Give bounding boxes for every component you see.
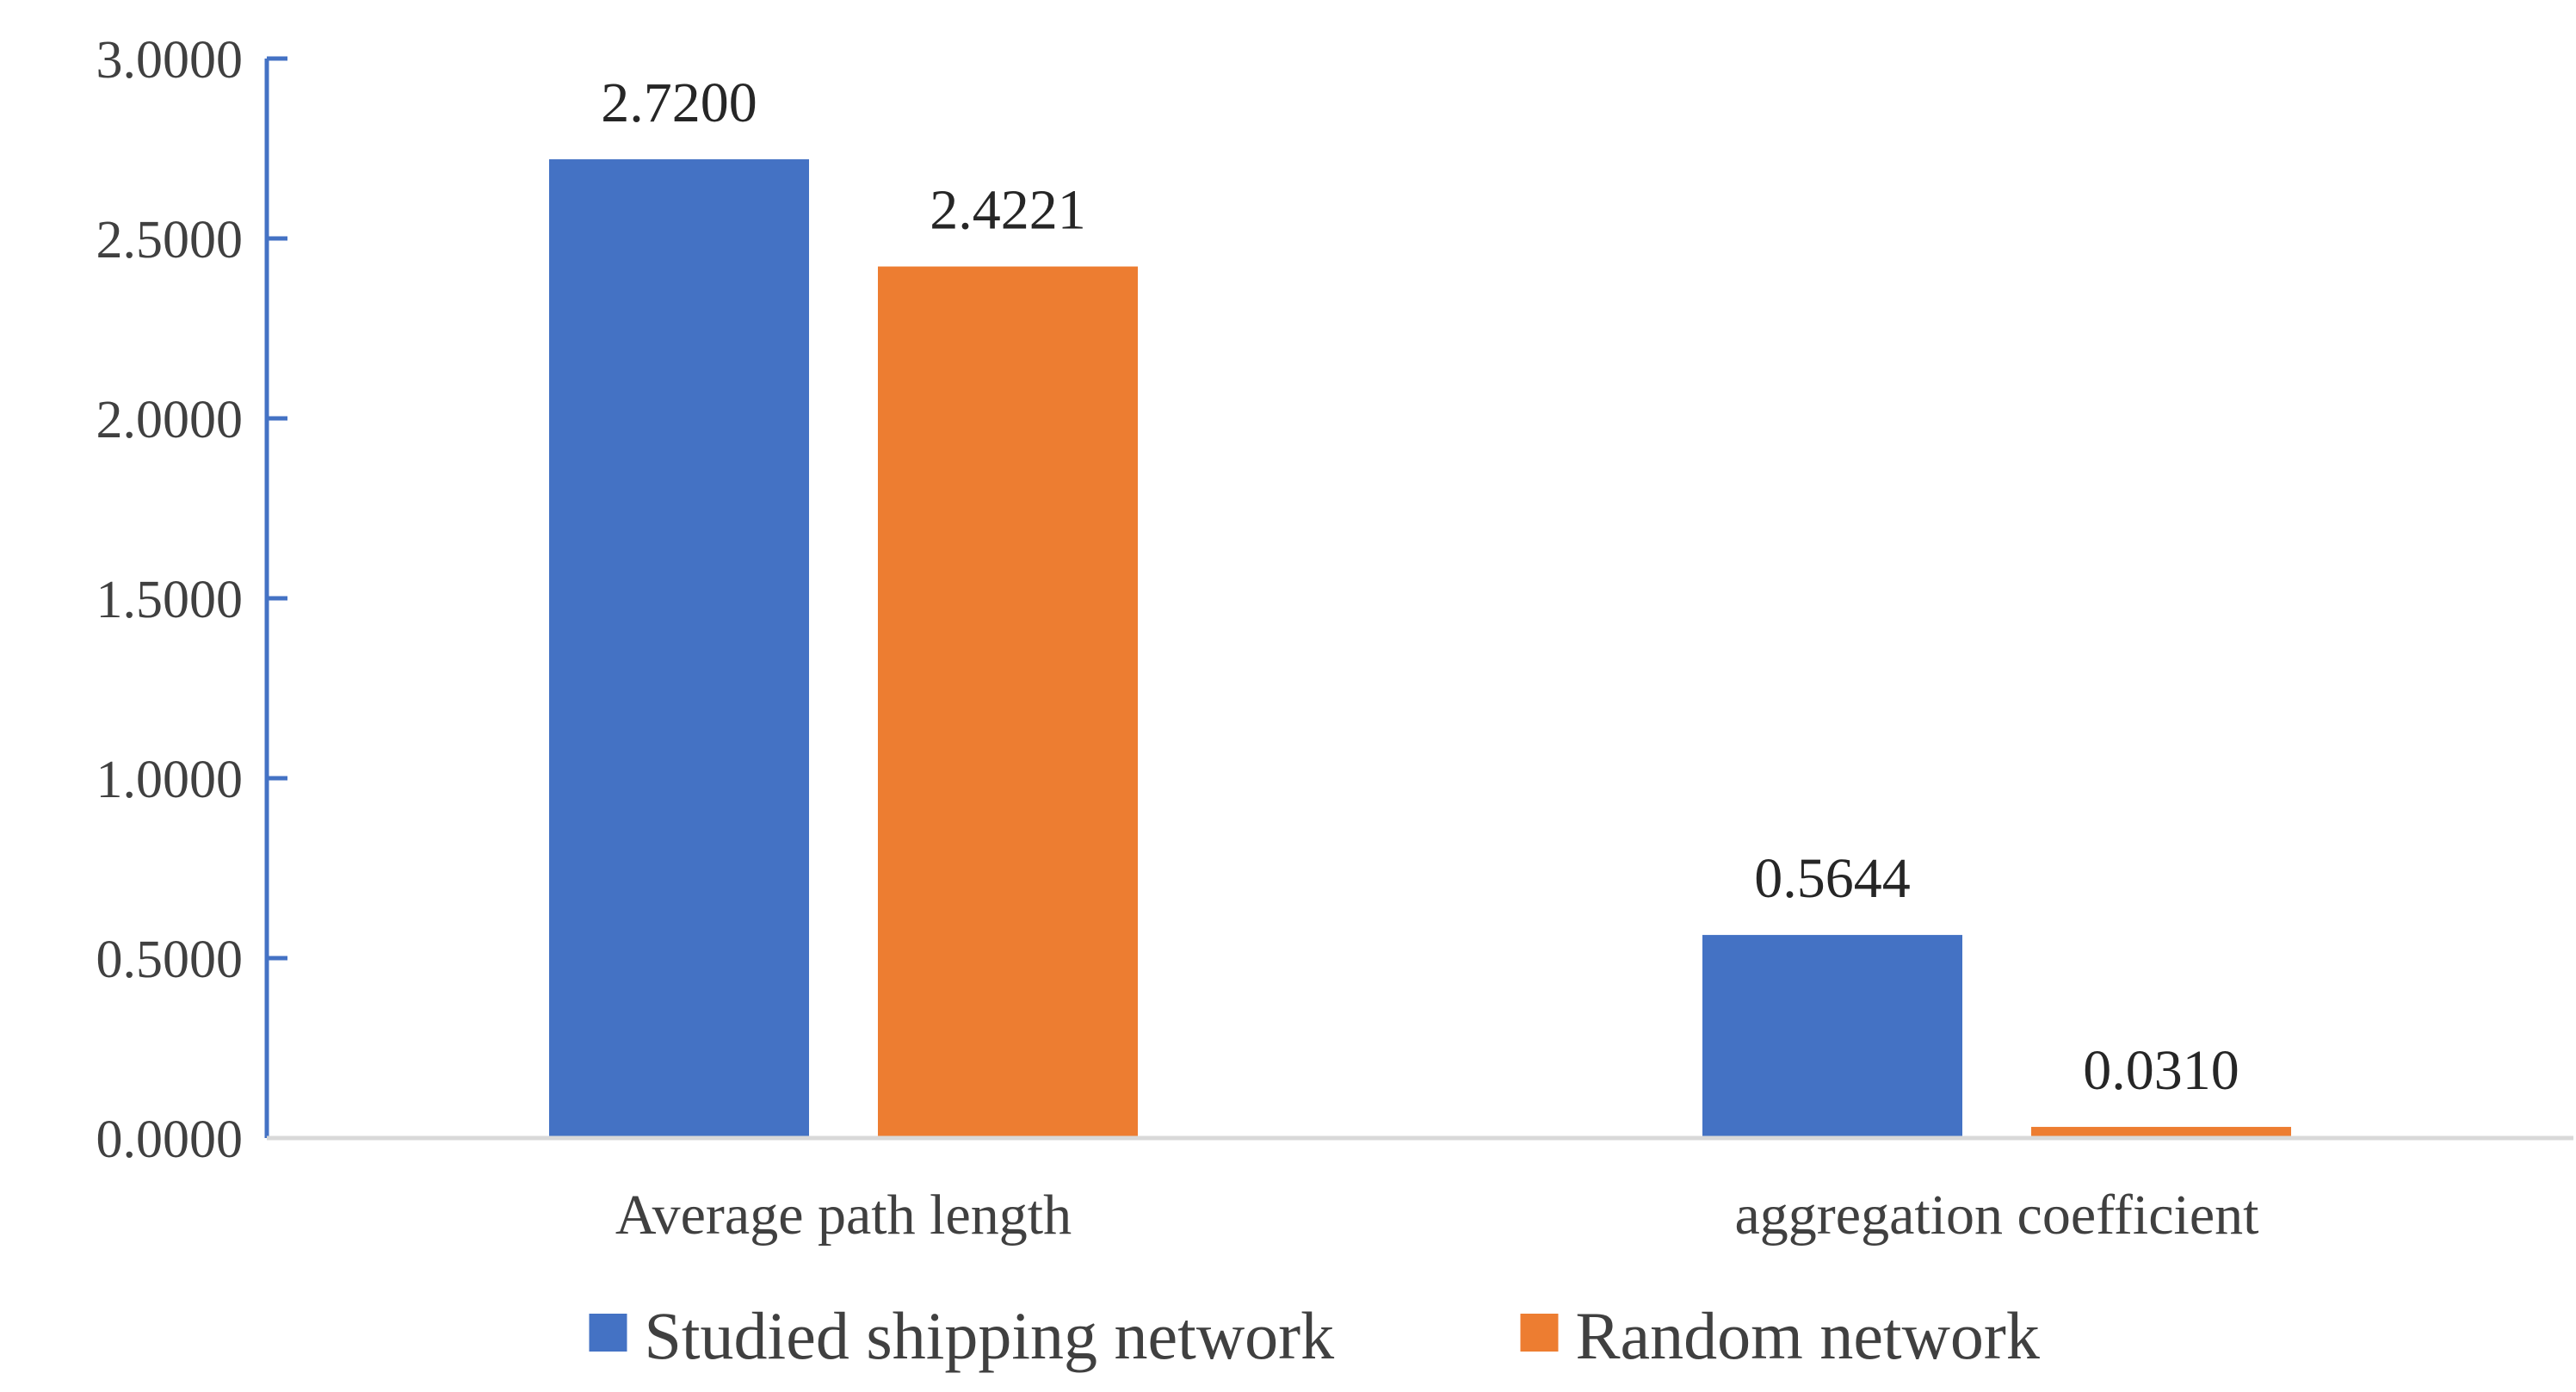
bar-studied-0 bbox=[549, 159, 809, 1138]
y-axis: 0.0000 0.5000 1.0000 1.5000 2.0000 2.5000 3.00… bbox=[96, 31, 287, 1169]
y-tick-label: 2.0000 bbox=[96, 391, 244, 449]
y-tick-label: 1.0000 bbox=[96, 751, 244, 809]
legend: Studied shipping network Random network bbox=[589, 1298, 2040, 1373]
data-labels: 2.7200 2.4221 0.5644 0.0310 bbox=[601, 71, 2239, 1102]
bar-random-1 bbox=[2031, 1127, 2291, 1138]
y-tick-label: 2.5000 bbox=[96, 211, 244, 269]
legend-swatch bbox=[589, 1314, 627, 1352]
y-tick-label: 1.5000 bbox=[96, 571, 244, 629]
legend-label: Random network bbox=[1576, 1298, 2040, 1373]
legend-label: Studied shipping network bbox=[645, 1298, 1335, 1373]
bar-random-0 bbox=[878, 266, 1138, 1138]
y-tick-label: 3.0000 bbox=[96, 31, 244, 90]
data-label: 0.0310 bbox=[2083, 1039, 2239, 1102]
bar-studied-1 bbox=[1702, 935, 1962, 1138]
legend-swatch bbox=[1520, 1314, 1559, 1352]
data-label: 2.4221 bbox=[930, 179, 1086, 242]
x-category-label: Average path length bbox=[615, 1184, 1072, 1247]
y-tick-label: 0.0000 bbox=[96, 1111, 244, 1169]
data-label: 0.5644 bbox=[1754, 847, 1911, 910]
y-tick-label: 0.5000 bbox=[96, 931, 244, 989]
bars bbox=[549, 159, 2291, 1138]
x-category-label: aggregation coefficient bbox=[1735, 1184, 2259, 1247]
x-axis: Average path length aggregation coefficie… bbox=[267, 1135, 2573, 1247]
data-label: 2.7200 bbox=[601, 71, 757, 134]
